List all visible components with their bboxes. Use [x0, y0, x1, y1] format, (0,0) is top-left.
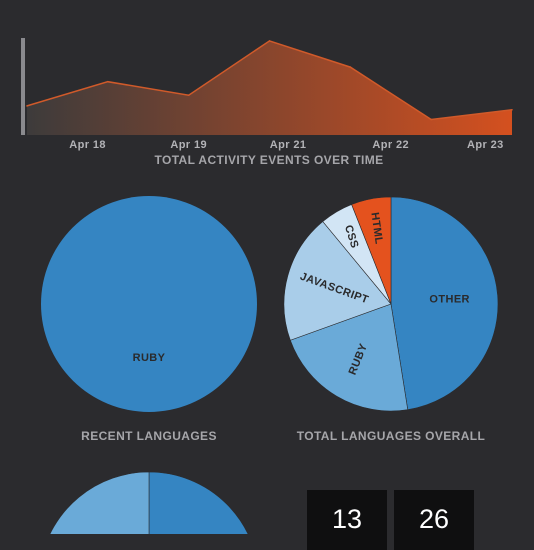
dashboard-canvas: Apr 18 Apr 19 Apr 21 Apr 22 Apr 23 TOTAL ACTI…: [21, 38, 513, 534]
pie-title: TOTAL LANGUAGES OVERALL: [297, 429, 486, 443]
stat-box-2: 26: [394, 490, 474, 550]
pie-slice-3: [49, 471, 150, 534]
x-tick-label: Apr 19: [170, 139, 207, 151]
recent-languages-pie: RUBY RECENT LANGUAGES: [41, 196, 257, 443]
stat-box-1: 13: [307, 490, 387, 550]
pie-label-html: HTML: [368, 212, 384, 246]
activity-point-1: [107, 80, 109, 83]
x-tick-label: Apr 23: [467, 139, 504, 151]
event-types-pie: PUSH: [49, 471, 249, 534]
y-axis-bar: [21, 38, 25, 135]
activity-point-4: [349, 66, 352, 68]
x-tick-label: Apr 22: [372, 139, 409, 151]
activity-chart-title: TOTAL ACTIVITY EVENTS OVER TIME: [154, 153, 383, 167]
pie-label-ruby: RUBY: [133, 352, 166, 364]
activity-area: [27, 40, 512, 135]
x-tick-label: Apr 21: [270, 139, 307, 151]
pie-slice-other: [390, 196, 499, 411]
pie-slice-ruby: [41, 196, 257, 412]
activity-point-0: [26, 105, 28, 107]
stat-value-2: 26: [418, 504, 450, 534]
activity-point-2: [187, 94, 190, 97]
pie-slice-javascript: [283, 221, 392, 341]
activity-point-3: [268, 40, 271, 42]
pie-slice-html: [351, 196, 392, 305]
activity-area-chart: Apr 18 Apr 19 Apr 21 Apr 22 Apr 23 TOTAL ACTI…: [21, 38, 513, 167]
pie-title: RECENT LANGUAGES: [81, 429, 217, 443]
x-tick-label: Apr 18: [69, 139, 106, 151]
activity-point-5: [430, 118, 432, 121]
activity-point-6: [511, 108, 513, 111]
pie-slice-ruby: [289, 303, 409, 412]
pie-slice-0: [148, 471, 249, 534]
pie-label-other: OTHER: [429, 293, 470, 305]
stat-value-1: 13: [331, 504, 363, 534]
